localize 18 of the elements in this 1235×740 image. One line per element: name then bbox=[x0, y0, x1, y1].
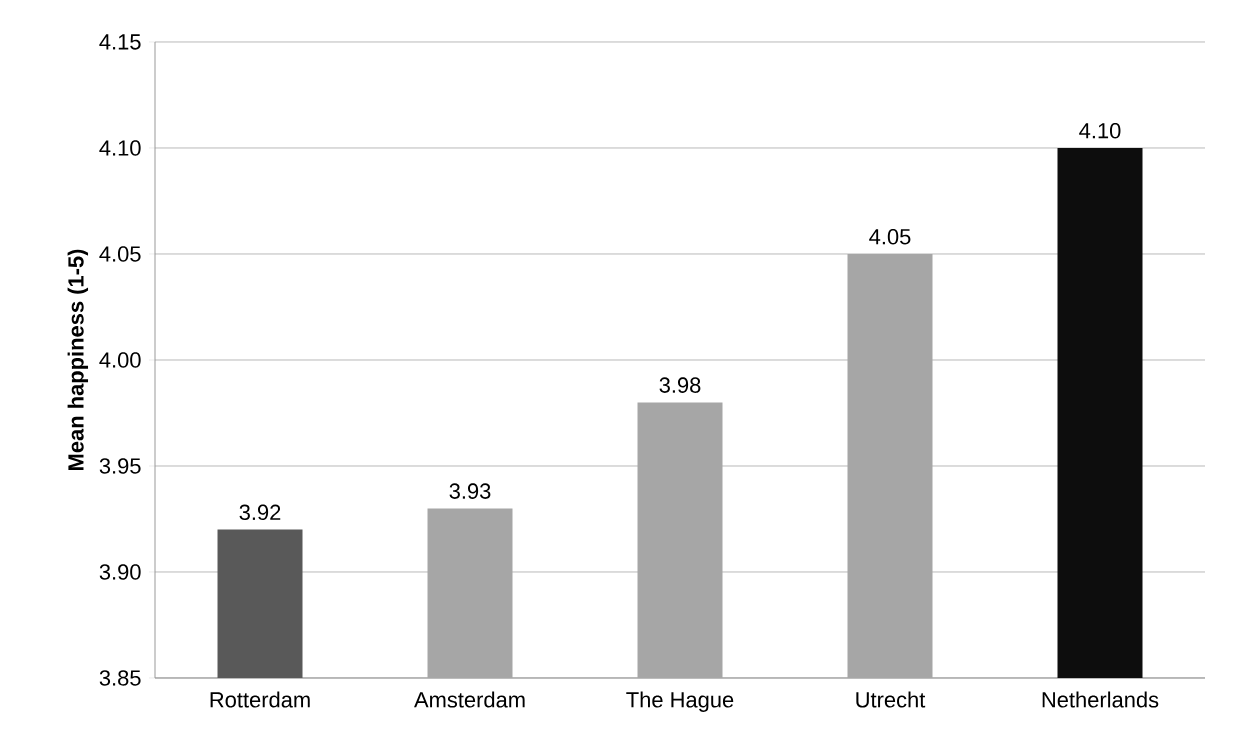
x-tick-label: The Hague bbox=[626, 691, 734, 712]
y-tick-label: 3.90 bbox=[99, 564, 141, 580]
data-label: 3.93 bbox=[449, 483, 491, 499]
y-tick-label: 3.85 bbox=[99, 670, 141, 686]
data-label: 4.10 bbox=[1079, 122, 1121, 139]
y-tick-label: 4.05 bbox=[99, 246, 141, 262]
y-tick-label: 3.95 bbox=[99, 458, 141, 474]
y-tick-label: 4.10 bbox=[99, 140, 141, 156]
data-label: 4.05 bbox=[869, 228, 911, 245]
x-tick-label: Amsterdam bbox=[414, 691, 525, 708]
y-tick-label: 4.00 bbox=[99, 352, 141, 368]
x-tick-label: Netherlands bbox=[1042, 691, 1159, 708]
data-label: 3.92 bbox=[239, 504, 281, 521]
y-axis-title: Mean happiness (1-5) bbox=[67, 249, 89, 470]
data-label: 3.98 bbox=[659, 377, 701, 393]
x-tick-label: Utrecht bbox=[856, 691, 926, 708]
x-tick-label: Rotterdam bbox=[210, 691, 310, 708]
y-tick-label: 4.15 bbox=[99, 34, 141, 50]
